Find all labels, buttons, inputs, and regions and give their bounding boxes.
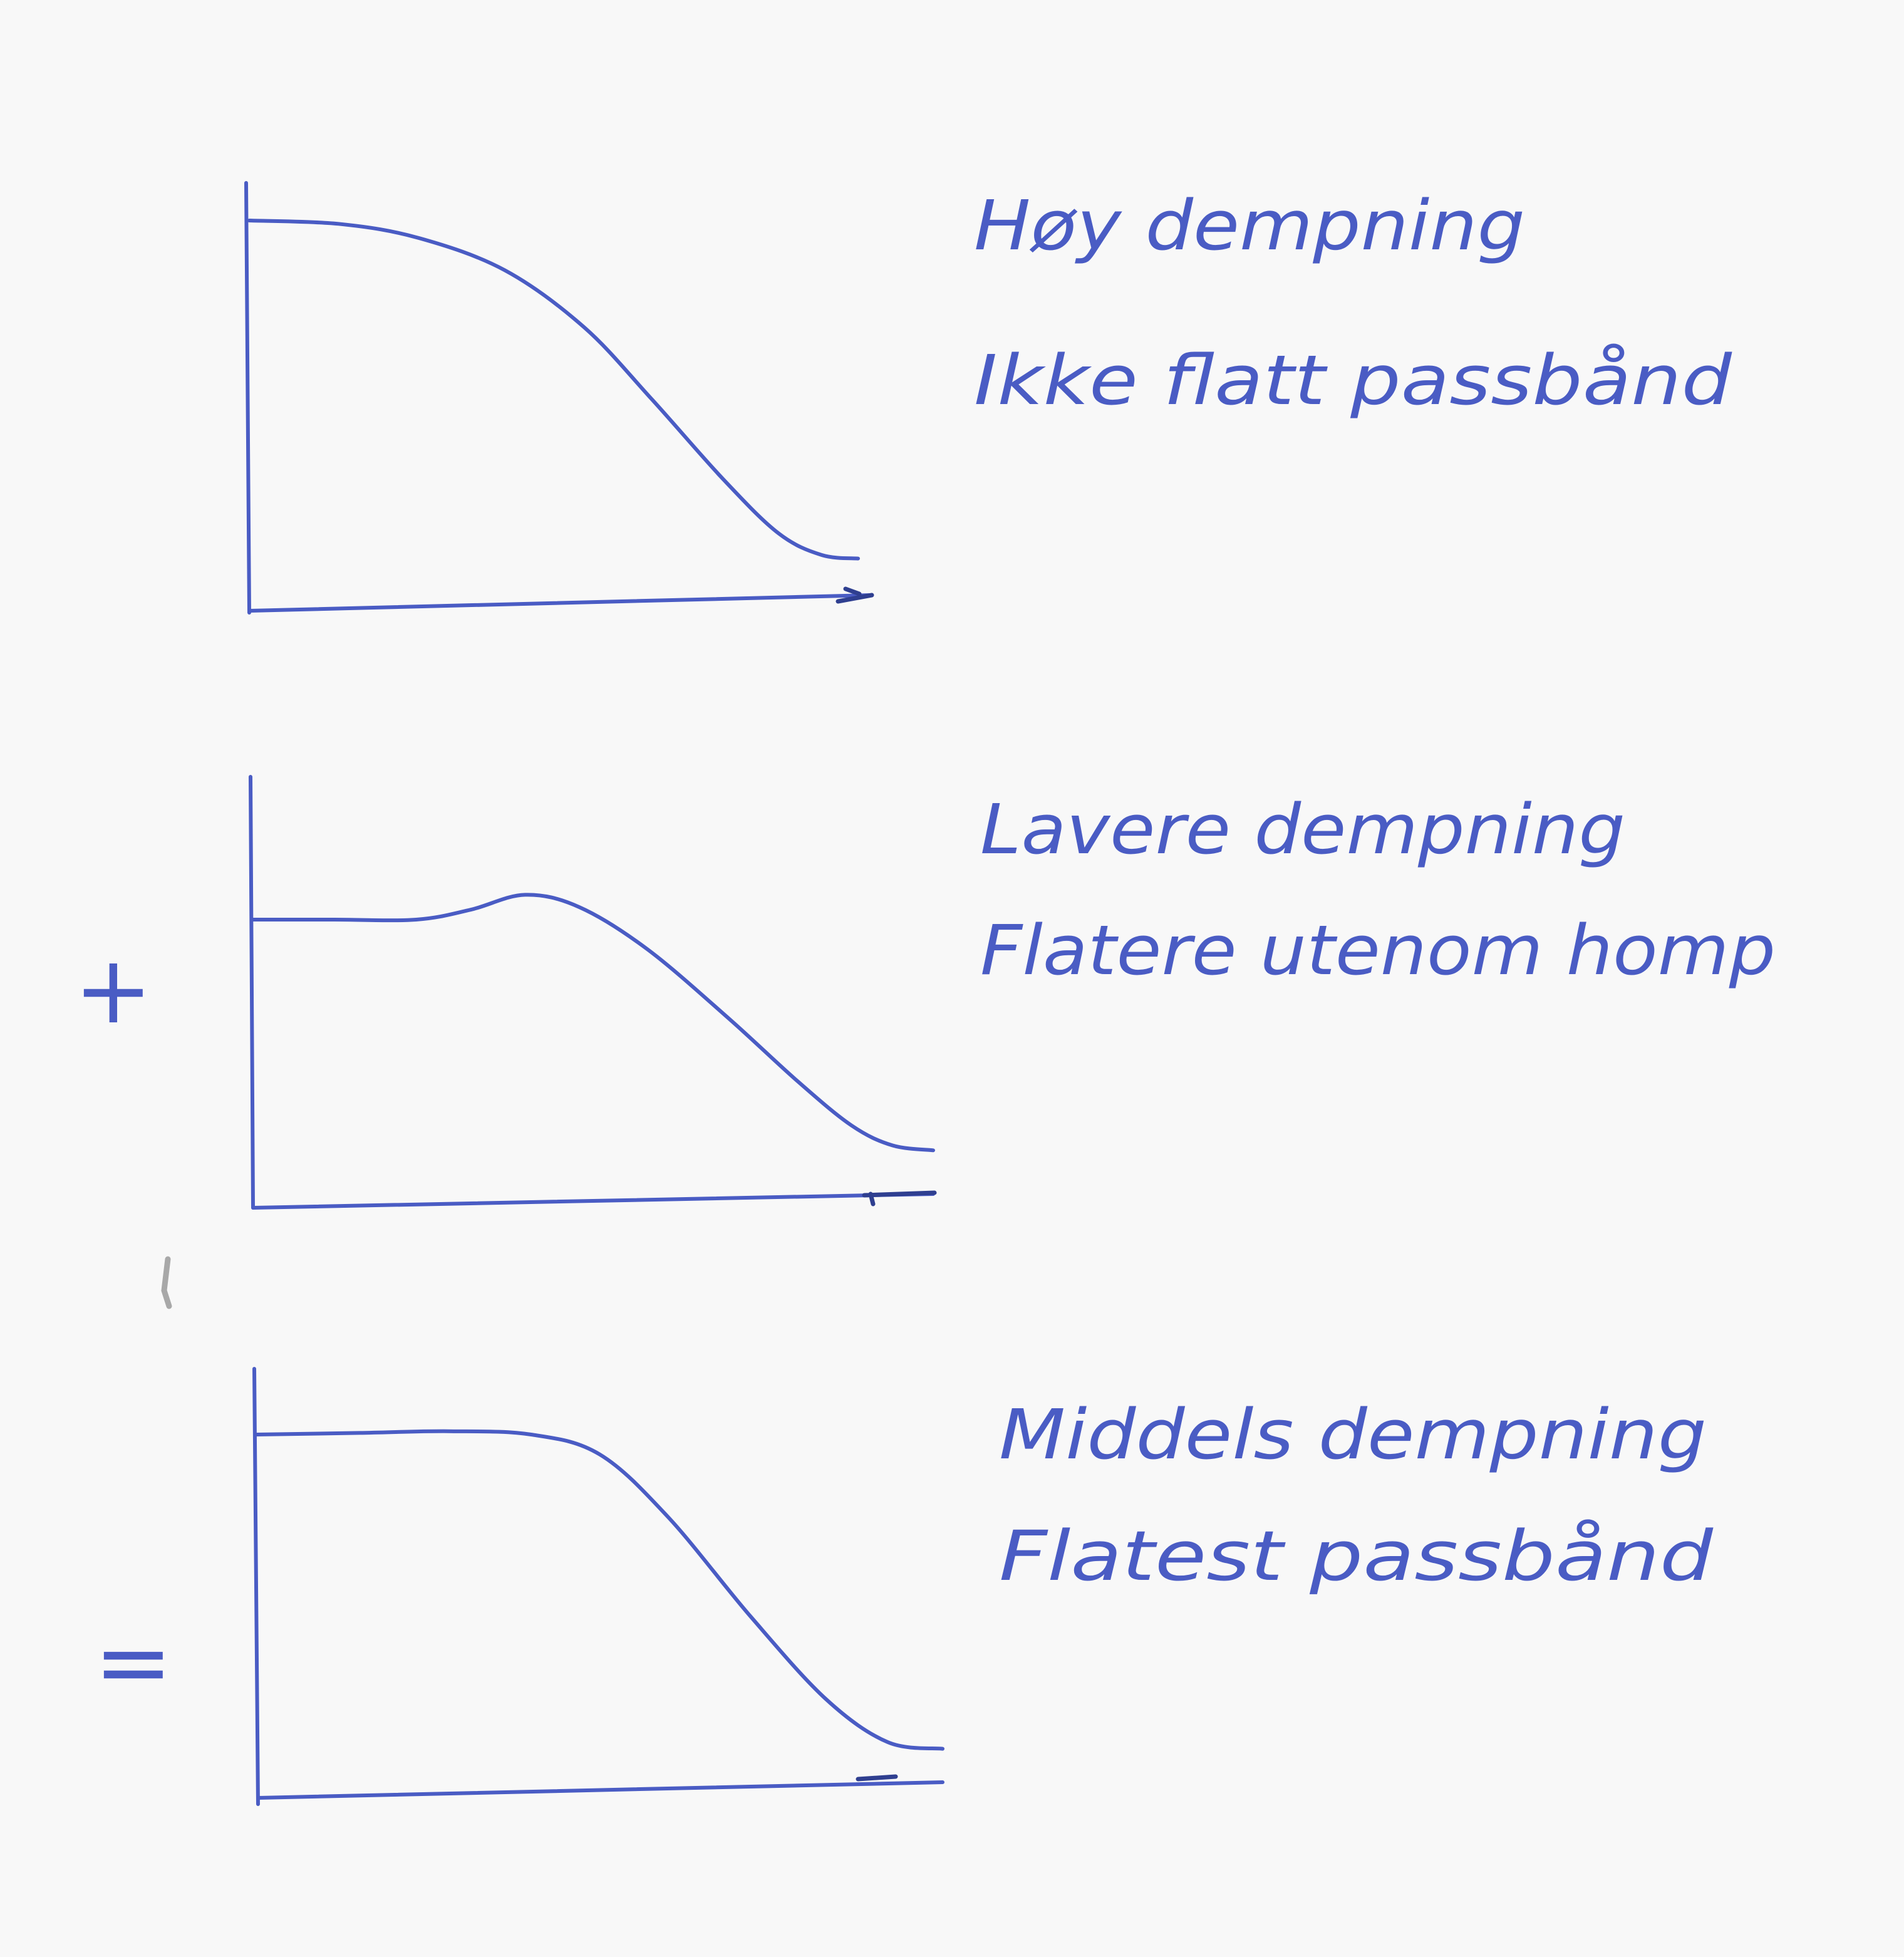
panel3-x-mark bbox=[856, 1774, 898, 1782]
plus-operator: + bbox=[74, 936, 153, 1045]
panel1-y-axis bbox=[244, 181, 251, 615]
panel2-response-curve bbox=[251, 893, 935, 1153]
panel3-subtitle: Flatest passbånd bbox=[999, 1516, 1714, 1596]
panel1-response-curve bbox=[247, 219, 860, 561]
panel-lower-damping: Lavere dempning Flatere utenom homp bbox=[249, 775, 1776, 1210]
panel2-x-arrow bbox=[862, 1190, 937, 1207]
panel3-response-curve bbox=[255, 1429, 944, 1751]
panel1-title: Høy dempning bbox=[974, 185, 1525, 266]
panel3-y-axis bbox=[252, 1367, 260, 1806]
panel2-title: Lavere dempning bbox=[980, 789, 1625, 869]
panel1-subtitle: Ikke flatt passbånd bbox=[974, 340, 1732, 420]
panel-medium-damping: Middels dempning Flatest passbånd bbox=[252, 1367, 1714, 1806]
equals-operator: = bbox=[94, 1608, 173, 1717]
panel-high-damping: Høy dempning Ikke flatt passbånd bbox=[244, 181, 1732, 615]
panel1-x-arrow bbox=[836, 586, 874, 604]
panel2-subtitle: Flatere utenom homp bbox=[980, 910, 1776, 990]
panel2-y-axis bbox=[249, 775, 255, 1210]
panel2-x-axis bbox=[251, 1192, 935, 1210]
panel1-x-axis bbox=[247, 593, 872, 613]
panel3-title: Middels dempning bbox=[999, 1394, 1707, 1475]
pencil-smudge bbox=[161, 1256, 172, 1309]
panel3-x-axis bbox=[256, 1780, 944, 1800]
